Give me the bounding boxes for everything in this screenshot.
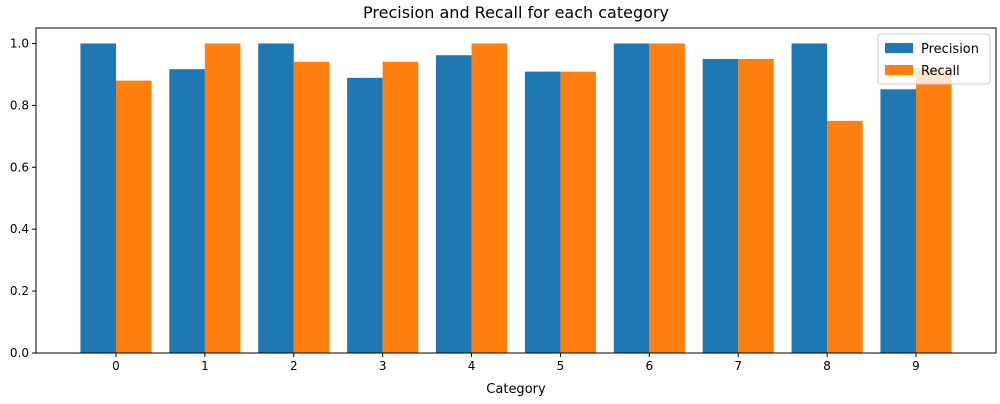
x-tick-label-9: 9 <box>912 359 920 373</box>
bar-recall-9 <box>916 68 952 353</box>
bar-precision-3 <box>347 77 383 353</box>
bar-precision-9 <box>880 89 916 354</box>
bar-precision-2 <box>258 43 294 353</box>
bar-precision-6 <box>613 43 650 353</box>
bar-precision-4 <box>436 55 472 353</box>
x-tick-label-1: 1 <box>201 359 209 373</box>
bar-recall-3 <box>382 61 419 353</box>
bar-precision-5 <box>524 71 561 354</box>
x-tick-label-3: 3 <box>379 359 387 373</box>
x-tick-label-0: 0 <box>112 359 120 373</box>
bar-recall-2 <box>293 61 330 353</box>
bar-recall-1 <box>204 43 241 353</box>
bar-precision-0 <box>80 43 116 353</box>
plot-frame <box>35 27 997 354</box>
legend-swatch-precision <box>885 43 913 53</box>
chart-title: Precision and Recall for each category <box>363 3 669 22</box>
legend: Precision Recall <box>877 33 991 85</box>
bar-precision-8 <box>791 43 828 353</box>
bar-recall-0 <box>116 80 152 353</box>
bar-recall-5 <box>560 71 596 354</box>
y-tick-label-0.4: 0.4 <box>10 222 29 236</box>
y-tick-label-0.0: 0.0 <box>10 346 29 360</box>
x-tick-label-4: 4 <box>468 359 476 373</box>
y-tick-label-0.8: 0.8 <box>10 98 29 112</box>
bar-recall-6 <box>649 43 685 353</box>
x-axis-label: Category <box>486 382 546 397</box>
x-tick-label-6: 6 <box>646 359 654 373</box>
y-tick-label-0.6: 0.6 <box>10 160 29 174</box>
bar-recall-7 <box>738 58 774 353</box>
bar-precision-7 <box>702 58 739 353</box>
y-tick-label-1.0: 1.0 <box>10 36 29 50</box>
bar-recall-4 <box>471 43 508 353</box>
legend-label-recall: Recall <box>921 64 960 79</box>
x-tick-label-7: 7 <box>734 359 742 373</box>
x-tick-label-5: 5 <box>557 359 565 373</box>
legend-swatch-recall <box>885 65 913 75</box>
plot-area: 0 1 2 3 4 5 6 7 8 9 0.0 0.2 0.4 0.6 0.8 1.0 <box>10 27 997 373</box>
bar-recall-8 <box>827 120 863 353</box>
x-tick-label-2: 2 <box>290 359 298 373</box>
legend-label-precision: Precision <box>921 42 979 57</box>
x-tick-label-8: 8 <box>823 359 831 373</box>
bar-precision-1 <box>169 69 205 354</box>
y-tick-label-0.2: 0.2 <box>10 284 29 298</box>
